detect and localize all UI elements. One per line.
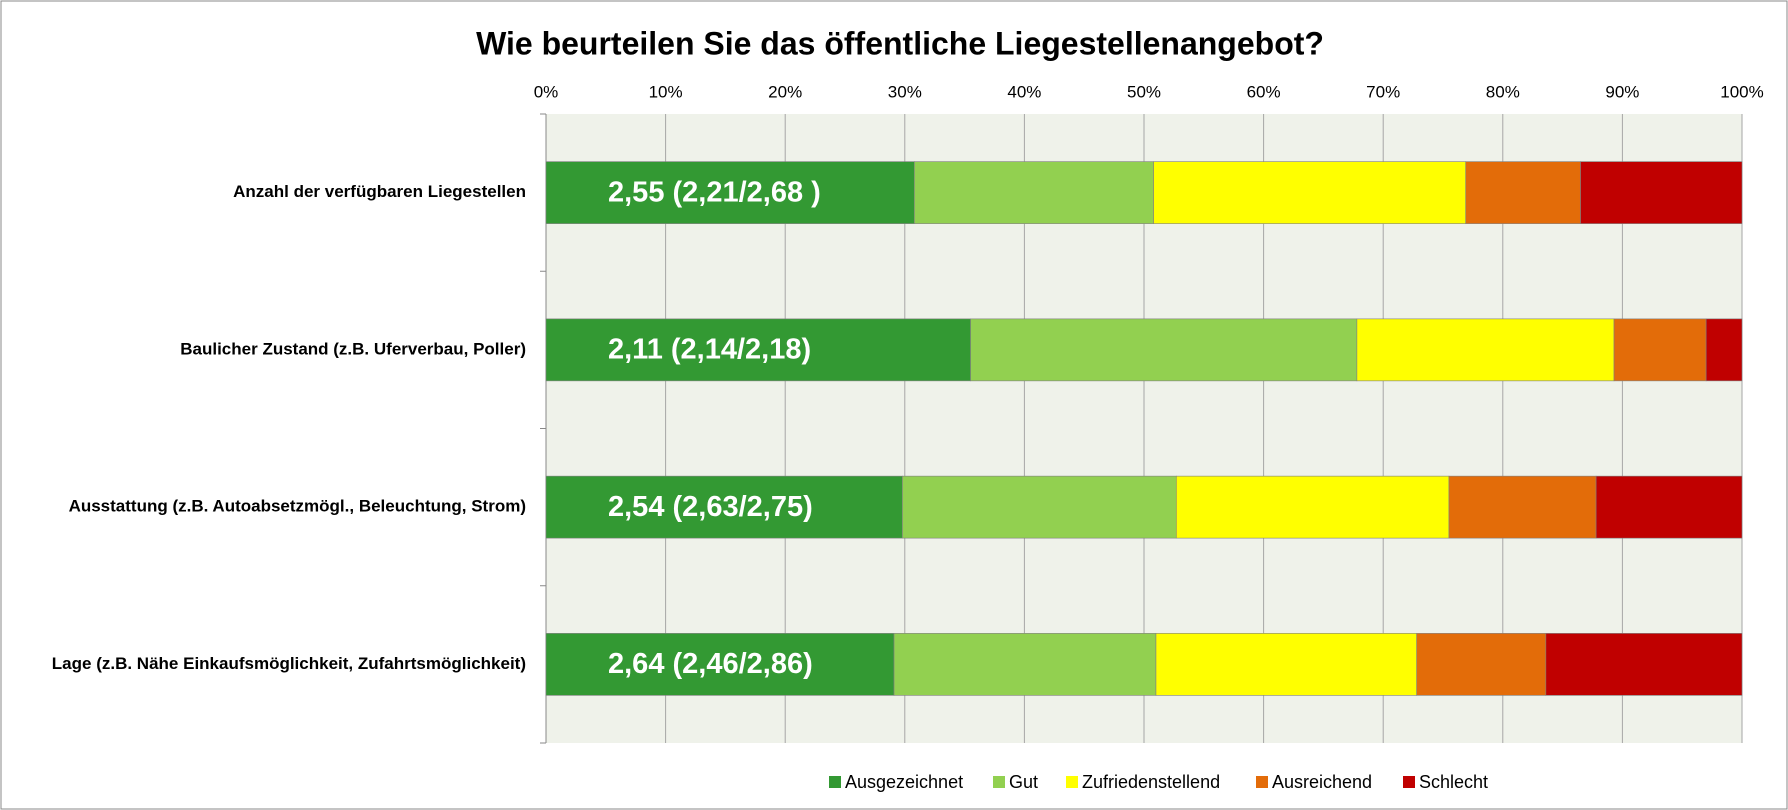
bar-segment	[1705, 318, 1743, 382]
legend-swatch	[829, 776, 841, 788]
bar-segment	[1545, 633, 1743, 696]
bar-segment	[545, 161, 915, 224]
bar-segment	[1613, 318, 1707, 382]
x-tick-label: 60%	[1247, 82, 1281, 101]
data-annotation: 2,55 (2,21/2,68 )	[608, 176, 821, 208]
chart-title: Wie beurteilen Sie das öffentliche Liege…	[476, 25, 1324, 61]
x-tick-label: 40%	[1007, 82, 1041, 101]
x-tick-label: 100%	[1720, 82, 1763, 101]
legend-swatch	[1256, 776, 1268, 788]
x-tick-label: 50%	[1127, 82, 1161, 101]
bar-segment	[1580, 161, 1743, 224]
bar-segment	[545, 318, 971, 382]
bar-segment	[1356, 318, 1615, 382]
bar-segment	[1416, 633, 1547, 696]
legend-label: Ausgezeichnet	[845, 772, 963, 792]
bar-segment	[545, 633, 895, 696]
legend-label: Ausreichend	[1272, 772, 1372, 792]
bar-segment	[893, 633, 1157, 696]
bar-segment	[1465, 161, 1581, 224]
legend-swatch	[1066, 776, 1078, 788]
bar-segment	[914, 161, 1154, 224]
x-tick-label: 20%	[768, 82, 802, 101]
legend-swatch	[1403, 776, 1415, 788]
bar-segment	[1595, 475, 1743, 539]
y-tick-label: Lage (z.B. Nähe Einkaufsmöglichkeit, Zuf…	[52, 654, 526, 673]
bar-segment	[1153, 161, 1467, 224]
bar-segment	[970, 318, 1358, 382]
bar-segment	[1155, 633, 1417, 696]
x-tick-label: 0%	[534, 82, 559, 101]
y-tick-label: Ausstattung (z.B. Autoabsetzmögl., Beleu…	[69, 497, 526, 516]
x-tick-label: 80%	[1486, 82, 1520, 101]
x-tick-label: 70%	[1366, 82, 1400, 101]
legend-label: Schlecht	[1419, 772, 1488, 792]
bar-segment	[1175, 475, 1450, 539]
legend-swatch	[993, 776, 1005, 788]
x-tick-label: 10%	[649, 82, 683, 101]
bar-segment	[545, 475, 903, 539]
x-tick-label: 30%	[888, 82, 922, 101]
y-tick-label: Anzahl der verfügbaren Liegestellen	[233, 182, 526, 201]
bar-segment	[1448, 475, 1597, 539]
legend-label: Zufriedenstellend	[1082, 772, 1220, 792]
data-annotation: 2,64 (2,46/2,86)	[608, 648, 813, 680]
bar-segment	[902, 475, 1177, 539]
y-tick-label: Baulicher Zustand (z.B. Uferverbau, Poll…	[180, 339, 526, 358]
x-tick-label: 90%	[1605, 82, 1639, 101]
data-annotation: 2,11 (2,14/2,18)	[608, 334, 811, 366]
legend-label: Gut	[1009, 772, 1038, 792]
data-annotation: 2,54 (2,63/2,75)	[608, 491, 813, 523]
